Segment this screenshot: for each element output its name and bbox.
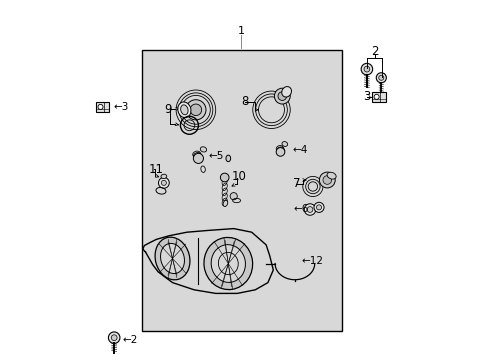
Ellipse shape — [161, 174, 166, 179]
Circle shape — [378, 75, 383, 80]
Ellipse shape — [160, 243, 184, 274]
Text: ←5: ←5 — [208, 150, 224, 161]
Circle shape — [373, 94, 378, 99]
Ellipse shape — [155, 237, 189, 280]
Circle shape — [304, 204, 315, 215]
Circle shape — [363, 66, 369, 72]
Ellipse shape — [201, 166, 205, 172]
Text: 8: 8 — [241, 95, 248, 108]
Ellipse shape — [282, 141, 287, 147]
Text: ←2: ←2 — [122, 335, 137, 345]
Circle shape — [193, 153, 203, 163]
Circle shape — [161, 180, 166, 185]
Ellipse shape — [200, 147, 206, 152]
Circle shape — [274, 88, 289, 104]
Circle shape — [316, 205, 321, 210]
Text: ←3: ←3 — [113, 102, 128, 112]
Circle shape — [306, 207, 312, 212]
Text: 2: 2 — [370, 45, 378, 58]
Circle shape — [220, 173, 228, 182]
Bar — [142, 50, 341, 331]
Ellipse shape — [281, 86, 291, 97]
Circle shape — [276, 148, 284, 156]
Circle shape — [158, 177, 169, 188]
Ellipse shape — [225, 155, 230, 162]
Bar — [371, 92, 385, 102]
Circle shape — [185, 100, 205, 120]
Text: 11: 11 — [148, 163, 163, 176]
Ellipse shape — [223, 200, 227, 207]
Ellipse shape — [203, 238, 252, 289]
Circle shape — [375, 73, 386, 83]
Circle shape — [230, 193, 237, 200]
Circle shape — [108, 332, 120, 343]
Circle shape — [361, 63, 372, 75]
Circle shape — [322, 176, 331, 184]
Ellipse shape — [178, 102, 191, 118]
Ellipse shape — [211, 245, 245, 282]
Text: 9: 9 — [164, 103, 172, 116]
Text: ←6: ←6 — [292, 204, 308, 214]
Circle shape — [313, 202, 324, 212]
Circle shape — [111, 335, 117, 341]
Text: 3: 3 — [363, 90, 370, 103]
Text: ←12: ←12 — [301, 256, 323, 266]
Ellipse shape — [326, 172, 335, 179]
Text: 7: 7 — [292, 177, 300, 190]
Circle shape — [98, 104, 103, 109]
Circle shape — [190, 104, 201, 116]
Text: ←4: ←4 — [292, 145, 307, 155]
Text: 10: 10 — [231, 170, 246, 183]
Circle shape — [319, 172, 335, 188]
Ellipse shape — [180, 105, 188, 115]
Bar — [96, 102, 109, 112]
Text: 1: 1 — [237, 26, 244, 36]
Circle shape — [277, 92, 286, 100]
